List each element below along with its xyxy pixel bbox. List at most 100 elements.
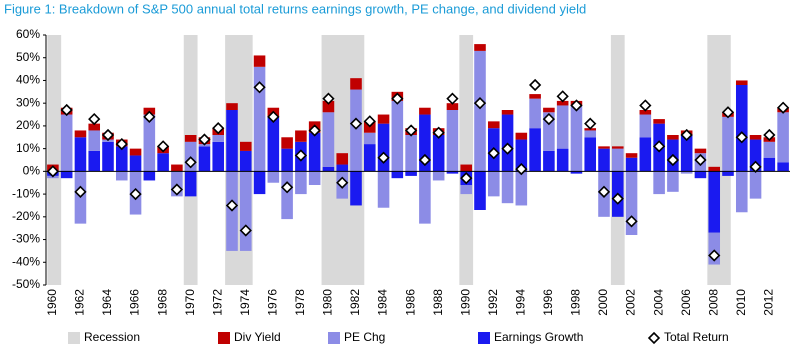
total-return-marker [611, 192, 624, 205]
bar-segment [336, 164, 349, 172]
bar-segment [722, 171, 734, 176]
total-return-marker [349, 117, 363, 130]
y-tick-label: 10% [16, 141, 40, 155]
bar-segment [129, 148, 142, 156]
bar-segment [281, 148, 293, 172]
bar-segment [639, 137, 652, 172]
bar-segment [639, 114, 652, 138]
bar-segment [253, 66, 266, 172]
bar-segment [584, 130, 597, 138]
bar-segment [377, 114, 390, 124]
bar-segment [184, 135, 197, 142]
total-return-marker [570, 99, 583, 112]
total-return-marker [101, 128, 115, 142]
bar-segment [639, 110, 652, 115]
x-tick-label: 1974 [238, 289, 252, 316]
bar-segment [515, 132, 528, 140]
bar-segment [763, 141, 776, 158]
total-return-marker [170, 183, 184, 196]
bar-segment [584, 137, 597, 172]
total-return-marker [680, 128, 693, 142]
total-return-marker [253, 81, 266, 94]
bar-segment [198, 146, 211, 172]
total-return-marker [460, 172, 473, 185]
bar-segment [253, 171, 266, 195]
total-return-marker [404, 124, 418, 137]
legend-swatch [478, 332, 490, 344]
bar-segment [487, 171, 500, 197]
total-return-marker [225, 199, 239, 212]
x-tick-label: 1996 [541, 289, 555, 316]
bar-segment [749, 171, 762, 199]
bar-segment [735, 171, 748, 213]
bar-segment [543, 112, 555, 151]
bar-segment [239, 141, 252, 151]
x-tick-label: 1964 [100, 289, 114, 316]
total-return-marker [666, 153, 680, 167]
bar-segment [157, 153, 169, 172]
bar-segment [653, 171, 665, 195]
bar-segment [239, 171, 252, 251]
legend-label: Div Yield [234, 330, 281, 344]
x-tick-label: 1970 [183, 289, 197, 316]
bar-segment [102, 141, 114, 172]
bar-segment [474, 171, 486, 210]
bar-segment [281, 171, 293, 220]
bar-segment [446, 110, 459, 172]
total-return-marker [267, 110, 280, 123]
bar-segment [239, 150, 252, 172]
x-tick-label: 1968 [155, 289, 169, 316]
bar-segment [474, 50, 486, 172]
y-tick-label: -10% [12, 186, 40, 200]
legend-label: Recession [84, 330, 140, 344]
x-tick-label: 2004 [651, 289, 665, 316]
bar-segment [570, 171, 583, 174]
bar-segment [405, 135, 417, 172]
y-tick-label: -30% [12, 232, 40, 246]
x-tick-label: 2006 [679, 289, 693, 316]
bar-segment [529, 94, 541, 99]
bar-segment [529, 128, 541, 172]
bar-segment [667, 135, 679, 140]
total-return-marker [129, 187, 142, 201]
bar-segment [708, 232, 721, 265]
bar-segment [212, 141, 225, 172]
total-return-marker [391, 92, 404, 105]
bar-segment [391, 100, 404, 172]
x-tick-label: 1990 [458, 289, 472, 316]
bar-segment [515, 171, 528, 206]
bar-segment [226, 110, 238, 172]
bar-segment [625, 153, 638, 158]
bar-segment [667, 171, 679, 192]
bar-segment [363, 132, 376, 145]
total-return-marker [239, 224, 252, 237]
y-tick-label: 60% [16, 27, 40, 41]
bar-segment [281, 137, 293, 149]
bar-segment [446, 103, 459, 110]
bar-segment [598, 146, 610, 149]
bar-segment [708, 171, 721, 233]
bar-segment [460, 185, 473, 195]
total-return-marker [735, 131, 748, 144]
total-return-marker [46, 165, 60, 178]
x-tick-label: 1972 [210, 289, 224, 316]
bar-segment [653, 119, 665, 124]
x-tick-label: 1978 [293, 289, 307, 316]
recession-band [47, 35, 62, 285]
y-tick-label: 40% [16, 73, 40, 87]
bar-segment [267, 116, 280, 172]
total-return-marker [694, 153, 707, 167]
total-return-marker [336, 176, 349, 189]
total-return-marker [184, 156, 197, 169]
x-tick-label: 1976 [266, 289, 280, 316]
bar-segment [212, 135, 225, 142]
bar-segment [350, 89, 362, 172]
x-tick-label: 2012 [762, 289, 776, 316]
total-return-marker [473, 97, 487, 110]
total-return-marker [584, 117, 597, 130]
bar-segment [487, 121, 500, 129]
total-return-marker [432, 126, 445, 139]
bar-segment [598, 148, 610, 172]
total-return-marker [322, 92, 335, 105]
